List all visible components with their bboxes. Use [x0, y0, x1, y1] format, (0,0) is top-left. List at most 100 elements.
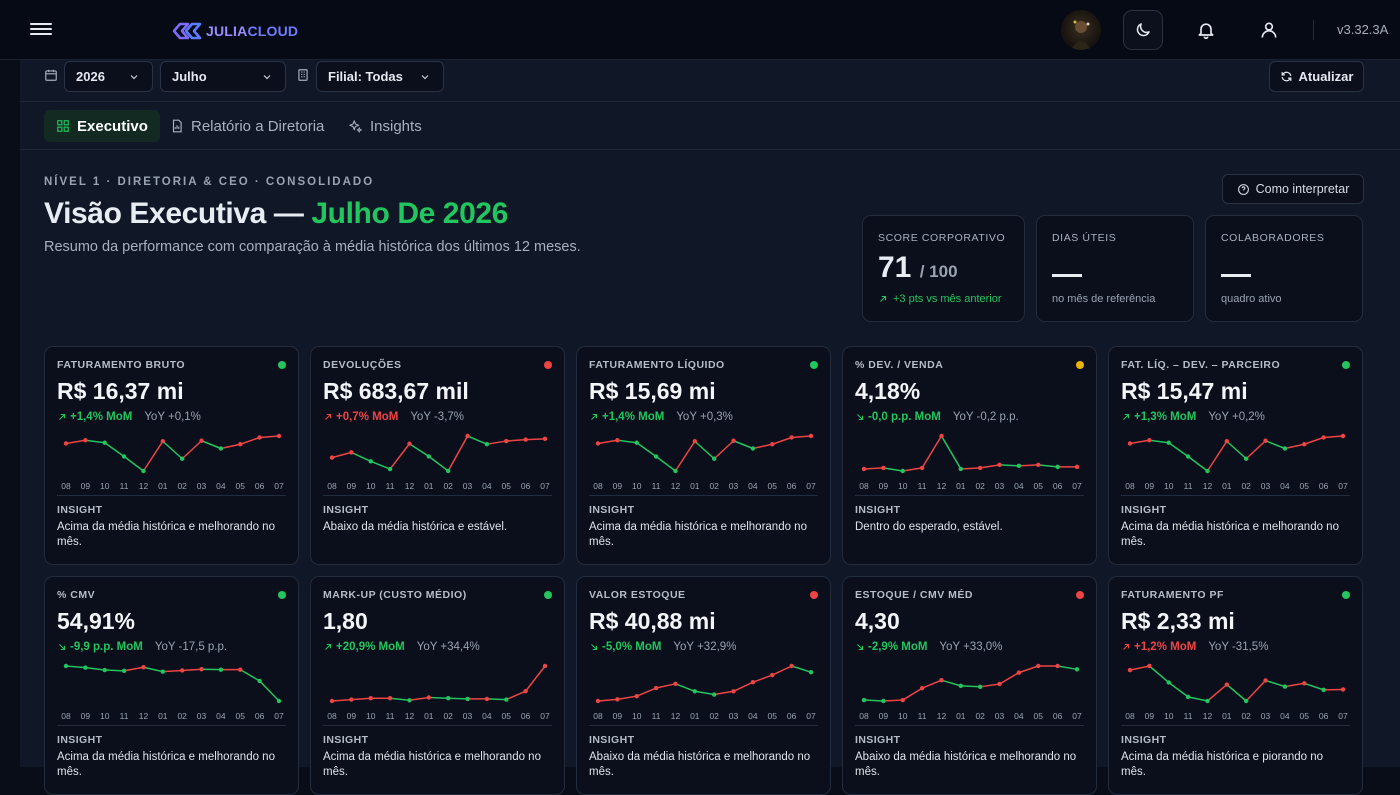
year-select[interactable]: 2026 — [64, 61, 153, 92]
insight-text: Acima da média histórica e melhorando no… — [589, 520, 818, 550]
sparkline-segment — [922, 680, 941, 688]
help-circle-icon — [1237, 183, 1250, 196]
month-tick-label: 03 — [463, 711, 473, 721]
divider — [323, 495, 552, 496]
sparkline-point — [504, 697, 508, 701]
divider — [855, 495, 1084, 496]
avatar[interactable] — [1061, 10, 1101, 50]
month-tick-label: 07 — [1338, 711, 1348, 721]
report-icon — [170, 119, 184, 133]
bell-icon — [1196, 20, 1216, 40]
sparkline-segment — [980, 465, 999, 468]
sparkline-point — [809, 434, 813, 438]
month-tick-label: 02 — [177, 711, 187, 721]
sparkline-point — [901, 698, 905, 702]
month-tick-label: 06 — [521, 711, 531, 721]
filter-bar: 2026 Julho Filial: Todas Atualizar — [20, 60, 1400, 102]
how-to-interpret-button[interactable]: Como interpretar — [1222, 174, 1364, 204]
theme-toggle-button[interactable] — [1123, 10, 1163, 50]
kpi-value: 4,18% — [855, 376, 1084, 406]
help-label: Como interpretar — [1256, 182, 1350, 196]
menu-icon[interactable] — [30, 20, 52, 40]
sparkline-segment — [772, 666, 791, 675]
divider — [589, 495, 818, 496]
insight-label: INSIGHT — [323, 504, 552, 516]
branch-select[interactable]: Filial: Todas — [316, 61, 444, 92]
sparkline-point — [64, 441, 68, 445]
sparkline-segment — [1169, 682, 1188, 696]
month-tick-label: 11 — [1184, 711, 1193, 721]
divider — [57, 495, 286, 496]
sparkline-point — [809, 670, 813, 674]
sparkline-point — [1075, 667, 1079, 671]
kpi-label: FATURAMENTO LÍQUIDO — [589, 359, 725, 371]
arrow-down-right-icon — [855, 642, 865, 652]
yoy-delta: YoY +0,1% — [144, 411, 201, 423]
sparkline-segment — [617, 440, 636, 443]
month-tick-label: 07 — [1072, 481, 1082, 491]
kpi-label: MARK-UP (CUSTO MÉDIO) — [323, 589, 467, 601]
month-tick-label: 04 — [216, 711, 226, 721]
sparkline-point — [465, 434, 469, 438]
tab-executivo[interactable]: Executivo — [44, 110, 160, 142]
sparkline-point — [1244, 699, 1248, 703]
tab-relatorio-diretoria[interactable]: Relatório a Diretoria — [158, 110, 336, 142]
sparkline-point — [712, 457, 716, 461]
stat-score-corporativo: SCORE CORPORATIVO 71 / 100 +3 pts vs mês… — [862, 215, 1025, 322]
month-tick-label: 07 — [1338, 481, 1348, 491]
month-tick-label: 09 — [81, 711, 91, 721]
month-tick-label: 12 — [1203, 481, 1213, 491]
month-tick-label: 01 — [690, 711, 700, 721]
month-tick-label: 07 — [274, 481, 284, 491]
month-tick-label: 01 — [1222, 481, 1232, 491]
month-tick-label: 06 — [255, 711, 265, 721]
logo[interactable]: JULIACLOUD — [172, 20, 298, 42]
main-content: 2026 Julho Filial: Todas Atualizar Execu… — [20, 60, 1400, 767]
month-tick-label: 09 — [879, 711, 889, 721]
month-tick-label: 08 — [1125, 481, 1135, 491]
month-tick-label: 09 — [613, 481, 623, 491]
divider — [1121, 495, 1350, 496]
sparkline-point — [349, 697, 353, 701]
divider — [1313, 20, 1314, 40]
tab-insights[interactable]: Insights — [336, 110, 434, 142]
month-tick-label: 08 — [859, 711, 869, 721]
month-tick-label: 05 — [1300, 711, 1310, 721]
month-tick-label: 01 — [424, 481, 434, 491]
sparkline-point — [1283, 446, 1287, 450]
notifications-button[interactable] — [1186, 10, 1226, 50]
sparkline-segment — [143, 667, 162, 671]
refresh-button[interactable]: Atualizar — [1269, 61, 1364, 92]
sparkline-point — [751, 680, 755, 684]
profile-button[interactable] — [1249, 10, 1289, 50]
sparkline-segment — [1246, 680, 1265, 701]
sparkline-point — [751, 446, 755, 450]
month-select[interactable]: Julho — [160, 61, 286, 92]
month-tick-label: 09 — [81, 481, 91, 491]
status-dot — [544, 591, 552, 599]
month-tick-label: 11 — [120, 711, 129, 721]
sparkline-segment — [637, 443, 656, 457]
sparkline-point — [388, 467, 392, 471]
kpi-value: 4,30 — [855, 606, 1084, 636]
sparkline-point — [881, 466, 885, 470]
sparkline-segment — [1019, 465, 1038, 466]
month-tick-label: 12 — [405, 711, 415, 721]
yoy-delta: YoY +0,3% — [676, 411, 733, 423]
sparkline-segment — [980, 684, 999, 687]
sparkline-segment — [1130, 440, 1149, 443]
month-tick-label: 03 — [197, 481, 207, 491]
